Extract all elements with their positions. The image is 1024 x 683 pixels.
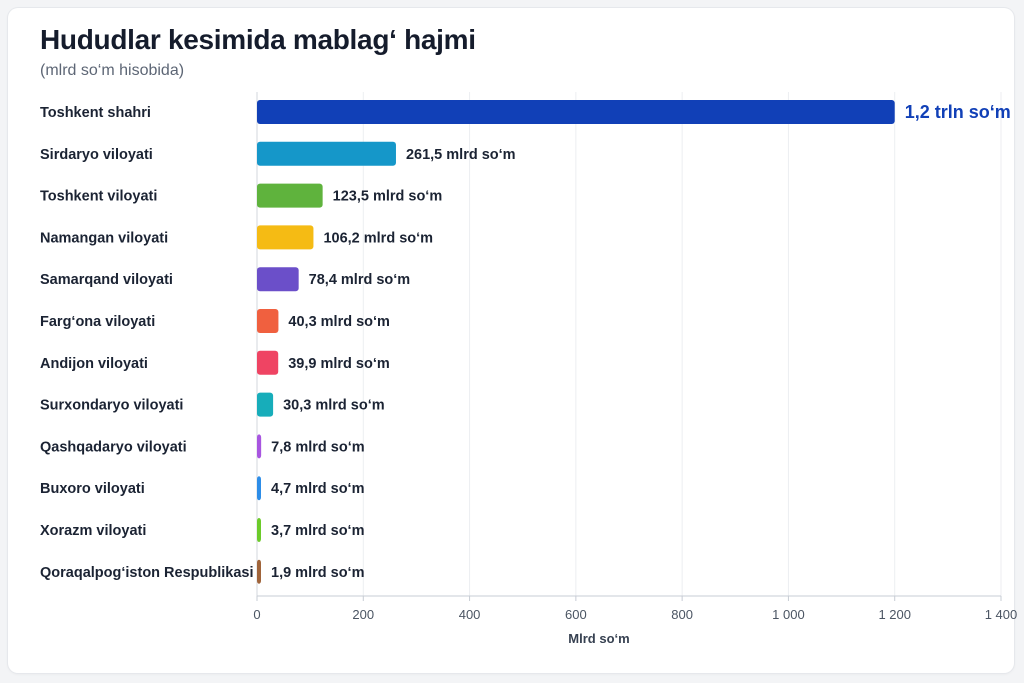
bar	[257, 476, 261, 501]
x-tick-label: 1 400	[985, 607, 1018, 622]
category-label: Namangan viloyati	[40, 230, 168, 246]
bar	[257, 350, 279, 375]
data-label: 123,5 mlrd so‘m	[333, 189, 443, 205]
chart-subtitle: (mlrd so‘m hisobida)	[40, 62, 185, 79]
data-label: 4,7 mlrd so‘m	[271, 481, 364, 497]
data-label: 78,4 mlrd so‘m	[309, 272, 411, 288]
category-label: Buxoro viloyati	[40, 481, 145, 497]
bar	[257, 183, 323, 208]
bar	[257, 100, 895, 124]
category-label: Toshkent shahri	[40, 105, 151, 121]
x-tick-label: 1 000	[772, 607, 805, 622]
category-label: Surxondaryo viloyati	[40, 398, 183, 414]
x-tick-label: 1 200	[878, 607, 911, 622]
bar	[257, 434, 262, 459]
data-label: 1,9 mlrd so‘m	[271, 565, 364, 581]
data-label: 106,2 mlrd so‘m	[323, 230, 433, 246]
data-label: 39,9 mlrd so‘m	[288, 356, 390, 372]
bar	[257, 559, 261, 584]
category-label: Toshkent viloyati	[40, 189, 157, 205]
x-tick-label: 0	[253, 607, 260, 622]
data-label: 7,8 mlrd so‘m	[271, 439, 364, 455]
category-label: Xorazm viloyati	[40, 523, 146, 539]
bar	[257, 309, 279, 333]
data-label: 261,5 mlrd so‘m	[406, 147, 516, 163]
x-tick-label: 800	[671, 607, 693, 622]
data-label: 40,3 mlrd so‘m	[288, 314, 390, 330]
x-tick-label: 200	[352, 607, 374, 622]
bar	[257, 141, 396, 166]
data-label: 3,7 mlrd so‘m	[271, 523, 364, 539]
x-tick-label: 600	[565, 607, 587, 622]
bar	[257, 225, 314, 250]
category-label: Qoraqalpog‘iston Respublikasi	[40, 565, 254, 581]
data-label: 30,3 mlrd so‘m	[283, 398, 385, 414]
chart-title: Hududlar kesimida mablag‘ hajmi	[40, 24, 476, 55]
category-label: Samarqand viloyati	[40, 272, 173, 288]
x-axis-title: Mlrd so‘m	[568, 631, 629, 646]
bar	[257, 267, 299, 292]
x-tick-label: 400	[459, 607, 481, 622]
category-label: Sirdaryo viloyati	[40, 147, 153, 163]
category-label: Andijon viloyati	[40, 356, 148, 372]
bar	[257, 518, 261, 542]
data-label: 1,2 trln so‘m	[905, 102, 1011, 122]
bar	[257, 392, 274, 417]
category-label: Qashqadaryo viloyati	[40, 439, 187, 455]
category-label: Farg‘ona viloyati	[40, 314, 155, 330]
